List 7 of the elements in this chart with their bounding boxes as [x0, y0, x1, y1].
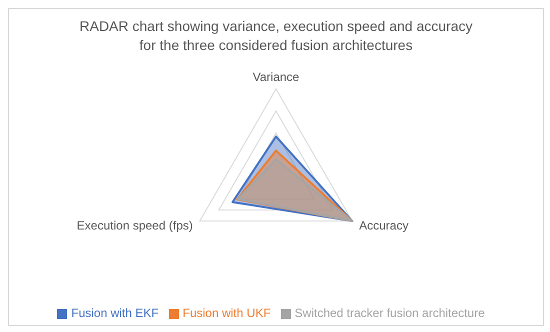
legend-label: Fusion with UKF — [182, 306, 271, 320]
spoke-label: Variance — [252, 70, 300, 84]
legend-label: Switched tracker fusion architecture — [294, 306, 485, 320]
spoke-label: Execution speed (fps) — [76, 218, 193, 232]
chart-title: RADAR chart showing variance, execution speed and accuracy for the three considered fusion architectures — [78, 17, 474, 55]
spoke-label: Accuracy — [359, 218, 408, 232]
legend-label: Fusion with EKF — [71, 306, 159, 320]
